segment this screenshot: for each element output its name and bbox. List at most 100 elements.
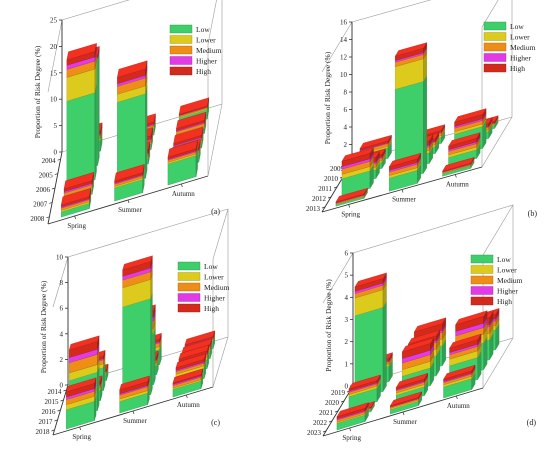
panel-label: (d) [527,418,537,427]
bar-top [167,140,198,158]
y-tick-label: 25 [50,17,58,25]
year-tick [334,410,339,413]
year-tick-label: 2009 [330,165,345,173]
season-tick [181,183,183,188]
panel-a: 0 5 10 15 20 25 Proportion of Risk Degree (%) 2… [30,0,223,230]
legend-label-higher: Higher [196,57,217,66]
bar-top [61,188,92,206]
top-edge [47,19,63,93]
y-tick-label: 3 [345,316,349,324]
y-tick-label: 10 [50,96,58,104]
season-tick [186,394,188,399]
season-tick-label: Summer [118,206,142,214]
season-tick-label: Autumn [447,402,470,410]
year-tick [46,216,50,219]
bar-top [122,255,153,271]
season-tick [401,189,404,193]
legend-label-lower: Lower [204,273,224,282]
legend-label-medium: Medium [510,43,536,52]
legend-swatch-low [470,254,494,264]
season-tick [402,411,405,416]
y-tick-label: 12 [340,54,348,62]
year-tick [321,206,326,209]
bar-2008-autumn [167,140,198,186]
bar-2018-summer [119,375,150,414]
legend-swatch-higher [177,293,201,302]
legend-swatch-higher [483,53,507,62]
bar-2023-summer [389,391,423,415]
legend-swatch-medium [470,275,494,285]
bar-2023-spring [336,402,369,431]
panel-d: 0 1 2 3 4 5 6 Proportion of Risk Degree (%) 2019… [307,204,537,442]
legend-swatch-low [177,261,201,271]
year-tick-label: 2017 [39,418,54,426]
year-tick-label: 2006 [36,186,51,194]
bar-top [407,329,441,345]
bar-top [455,310,488,326]
season-tick-label: Autumn [177,401,200,409]
year-tick [60,399,64,402]
year-tick-label: 2005 [39,172,54,180]
top-edge [52,256,69,308]
bar-top [178,344,210,360]
legend-label-high: High [196,67,211,76]
year-tick-label: 2012 [312,195,327,203]
bar-2021-spring [348,374,381,411]
year-tick-label: 2018 [36,428,51,436]
season-tick [74,215,76,220]
season-tick-label: Spring [72,433,91,441]
bar-segment-low-side [97,51,100,166]
legend-label-low: Low [497,255,511,264]
bar-top [65,377,97,393]
legend-label-medium: Medium [196,46,222,55]
bar-top [176,111,207,129]
bar-2012-summer [394,42,428,182]
y-tick-label: 10 [56,254,64,262]
bar-top [68,335,100,351]
season-tick-label: Summer [392,196,416,204]
legend-label-high: High [204,304,219,313]
bar-top [354,272,387,288]
y-tick-label: 10 [340,71,348,79]
season-tick-label: Autumn [446,181,469,189]
bar-top [348,374,381,390]
bar-top [184,330,216,346]
year-tick-label: 2007 [33,200,48,208]
bar-top [359,134,392,150]
legend-swatch-lower [169,35,193,44]
legend-swatch-high [470,296,494,306]
legend-swatch-low [169,24,193,34]
legend-swatch-medium [169,45,193,55]
bar-top [66,43,97,61]
y-tick-label: 0 [345,383,349,391]
panel-b: 0246810121416Proportion of Risk Degree (… [306,0,537,219]
bar-top [413,317,447,333]
legend-swatch-high [177,303,201,313]
legend-swatch-higher [169,56,193,65]
season-tick-label: Spring [342,434,361,442]
legend-label-low: Low [204,262,218,271]
bar-top [394,42,428,57]
bar-segment-low-side [94,84,97,180]
bar-2008-spring [61,188,92,218]
bar-top [448,132,481,147]
year-tick [54,173,58,175]
legend-swatch-lower [483,32,507,41]
year-tick-label: 2015 [45,398,60,406]
y-axis-label: Proportion of Risk Degree (%) [323,51,332,144]
legend-label-high: High [510,64,525,73]
bar-top [335,188,368,203]
legend-swatch-high [483,63,507,73]
season-tick-label: Spring [341,211,360,219]
legend-label-higher: Higher [204,294,225,303]
bar-segment-low-side [97,366,100,411]
y-tick-label: 1 [345,360,349,368]
year-tick-label: 2011 [318,185,332,193]
bar-top [442,157,475,172]
y-tick-label: 0 [60,382,64,390]
bar-segment-low-side [150,292,153,395]
year-tick-label: 2014 [48,388,63,396]
season-tick [132,410,135,415]
y-tick-label: 4 [60,330,64,338]
